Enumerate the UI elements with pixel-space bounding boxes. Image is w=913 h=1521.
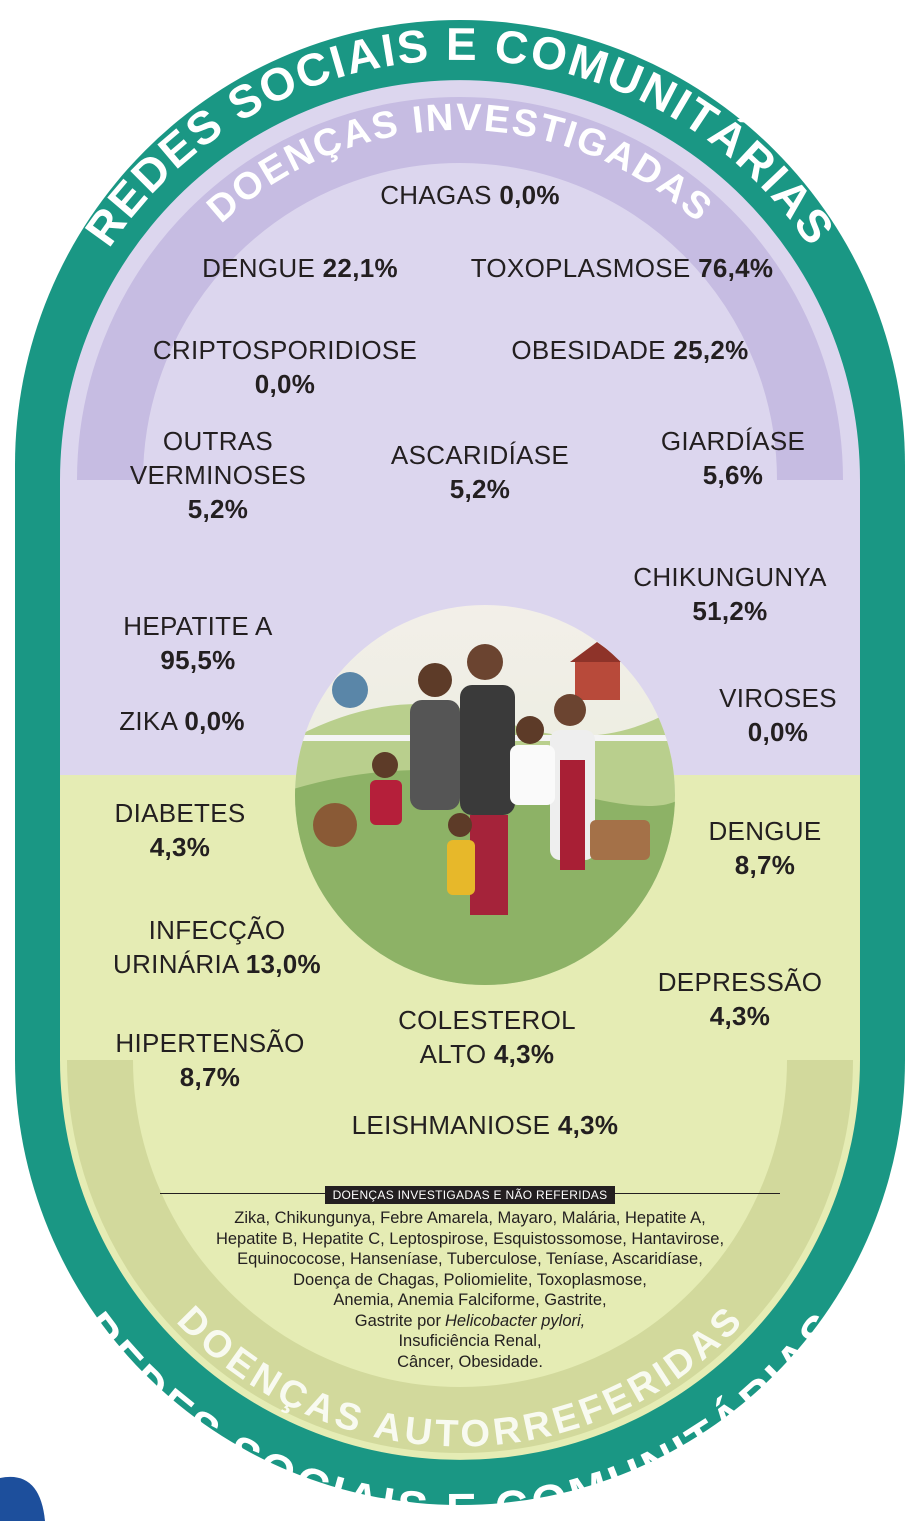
- disease-item: VIROSES 0,0%: [719, 681, 837, 749]
- disease-value: 5,6%: [702, 460, 764, 490]
- disease-item: COLESTEROL ALTO 4,3%: [398, 1003, 576, 1071]
- disease-label: DENGUE 22,1%: [202, 253, 398, 283]
- disease-label: ZIKA 0,0%: [119, 706, 245, 736]
- notes-lines: Zika, Chikungunya, Febre Amarela, Mayaro…: [130, 1208, 810, 1372]
- disease-value: 0,0%: [184, 706, 245, 736]
- disease-item: INFECÇÃO URINÁRIA 13,0%: [113, 913, 321, 981]
- notes-line: Equinococose, Hanseníase, Tuberculose, T…: [237, 1250, 703, 1268]
- disease-value: 4,3%: [709, 1001, 771, 1031]
- disease-value: 8,7%: [179, 1062, 241, 1092]
- disease-value: 51,2%: [692, 596, 768, 626]
- disease-item: ASCARIDÍASE 5,2%: [391, 438, 569, 506]
- disease-item: HEPATITE A 95,5%: [123, 609, 272, 677]
- disease-item: OUTRAS VERMINOSES 5,2%: [130, 424, 306, 526]
- disease-item: DEPRESSÃO 4,3%: [658, 965, 823, 1033]
- disease-label: OBESIDADE 25,2%: [511, 335, 749, 365]
- disease-label: CHAGAS 0,0%: [380, 180, 560, 210]
- notes-line: Hepatite B, Hepatite C, Leptospirose, Es…: [215, 1229, 725, 1248]
- notes: DOENÇAS INVESTIGADAS E NÃO REFERIDAS Zik…: [130, 1182, 810, 1372]
- disease-value: 0,0%: [254, 369, 316, 399]
- disease-label: LEISHMANIOSE 4,3%: [351, 1110, 619, 1140]
- disease-label: VIROSES: [719, 683, 837, 713]
- disease-label: DENGUE: [708, 816, 822, 846]
- disease-label: DIABETES: [114, 798, 246, 828]
- corner-blob: [0, 1476, 45, 1521]
- disease-value: 22,1%: [322, 253, 398, 283]
- disease-label: CRIPTOSPORIDIOSE: [152, 335, 418, 365]
- disease-label: GIARDÍASE: [660, 426, 806, 456]
- bottom-band: [67, 1059, 853, 1453]
- disease-item: DENGUE 22,1%: [202, 251, 398, 285]
- illustration: [295, 605, 675, 985]
- disease-value: 5,2%: [449, 474, 511, 504]
- notes-line: Câncer, Obesidade.: [397, 1352, 543, 1371]
- disease-label: HIPERTENSÃO: [115, 1028, 305, 1058]
- disease-value: 25,2%: [673, 335, 749, 365]
- disease-item: CRIPTOSPORIDIOSE 0,0%: [153, 333, 417, 401]
- disease-label: INFECÇÃO: [148, 915, 286, 945]
- disease-item: ZIKA 0,0%: [119, 704, 245, 738]
- disease-label: ASCARIDÍASE: [390, 440, 570, 470]
- disease-item: CHAGAS 0,0%: [380, 178, 560, 212]
- disease-item: TOXOPLASMOSE 76,4%: [471, 251, 774, 285]
- disease-label: ALTO 4,3%: [419, 1039, 555, 1069]
- disease-value: 4,3%: [149, 832, 211, 862]
- disease-item: CHIKUNGUNYA 51,2%: [633, 560, 827, 628]
- disease-label: VERMINOSES: [129, 460, 307, 490]
- notes-line: Insuficiência Renal,: [398, 1332, 542, 1350]
- disease-label: OUTRAS: [162, 426, 274, 456]
- disease-value: 0,0%: [747, 717, 809, 747]
- disease-item: LEISHMANIOSE 4,3%: [352, 1108, 619, 1142]
- disease-item: DENGUE 8,7%: [708, 814, 821, 882]
- notes-line: Anemia, Anemia Falciforme, Gastrite,: [333, 1291, 607, 1309]
- disease-value: 76,4%: [698, 253, 774, 283]
- notes-text: Gastrite por: [354, 1311, 441, 1330]
- disease-value: 4,3%: [493, 1039, 555, 1069]
- notes-line: Zika, Chikungunya, Febre Amarela, Mayaro…: [234, 1209, 706, 1227]
- disease-value: 95,5%: [160, 645, 236, 675]
- disease-item: OBESIDADE 25,2%: [511, 333, 748, 367]
- disease-value: 13,0%: [245, 949, 321, 979]
- disease-item: DIABETES 4,3%: [115, 796, 246, 864]
- disease-label: TOXOPLASMOSE 76,4%: [470, 253, 774, 283]
- disease-value: 5,2%: [187, 494, 249, 524]
- disease-label: URINÁRIA 13,0%: [113, 949, 321, 979]
- notes-line: Gastrite por Helicobacter pylori,: [130, 1311, 810, 1332]
- top-band: [77, 97, 843, 481]
- disease-value: 0,0%: [499, 180, 560, 210]
- disease-item: GIARDÍASE 5,6%: [661, 424, 805, 492]
- disease-label: CHIKUNGUNYA: [633, 562, 827, 592]
- disease-label: HEPATITE A: [123, 611, 273, 641]
- disease-label: COLESTEROL: [398, 1005, 576, 1035]
- disease-label: DEPRESSÃO: [657, 967, 823, 997]
- disease-value: 4,3%: [557, 1110, 619, 1140]
- notes-line: Doença de Chagas, Poliomielite, Toxoplas…: [293, 1270, 647, 1289]
- disease-item: HIPERTENSÃO 8,7%: [115, 1026, 304, 1094]
- notes-italic: Helicobacter pylori,: [444, 1311, 586, 1330]
- notes-title: DOENÇAS INVESTIGADAS E NÃO REFERIDAS: [324, 1186, 616, 1204]
- disease-value: 8,7%: [734, 850, 796, 880]
